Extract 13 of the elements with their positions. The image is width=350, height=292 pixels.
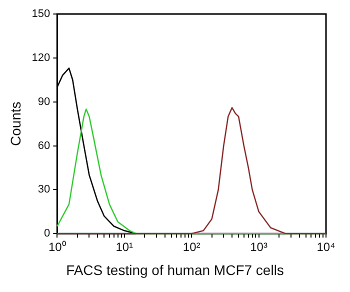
x-tick-label: 10⁰ — [48, 240, 66, 254]
x-tick-label: 10³ — [250, 240, 268, 254]
y-tick-label: 120 — [32, 52, 50, 64]
y-tick-label: 30 — [38, 184, 50, 196]
x-tick-label: 10¹ — [116, 240, 134, 254]
y-axis-title: Counts — [7, 102, 24, 146]
text: FACS testing of human MCF7 cells — [65, 262, 285, 278]
x-tick-label: 10⁴ — [316, 240, 336, 254]
y-tick-label: 0 — [44, 228, 50, 240]
y-tick-label: 150 — [32, 8, 50, 20]
y-tick-label: 60 — [38, 140, 50, 152]
y-tick-label: 90 — [38, 96, 50, 108]
x-tick-label: 10² — [182, 240, 200, 254]
